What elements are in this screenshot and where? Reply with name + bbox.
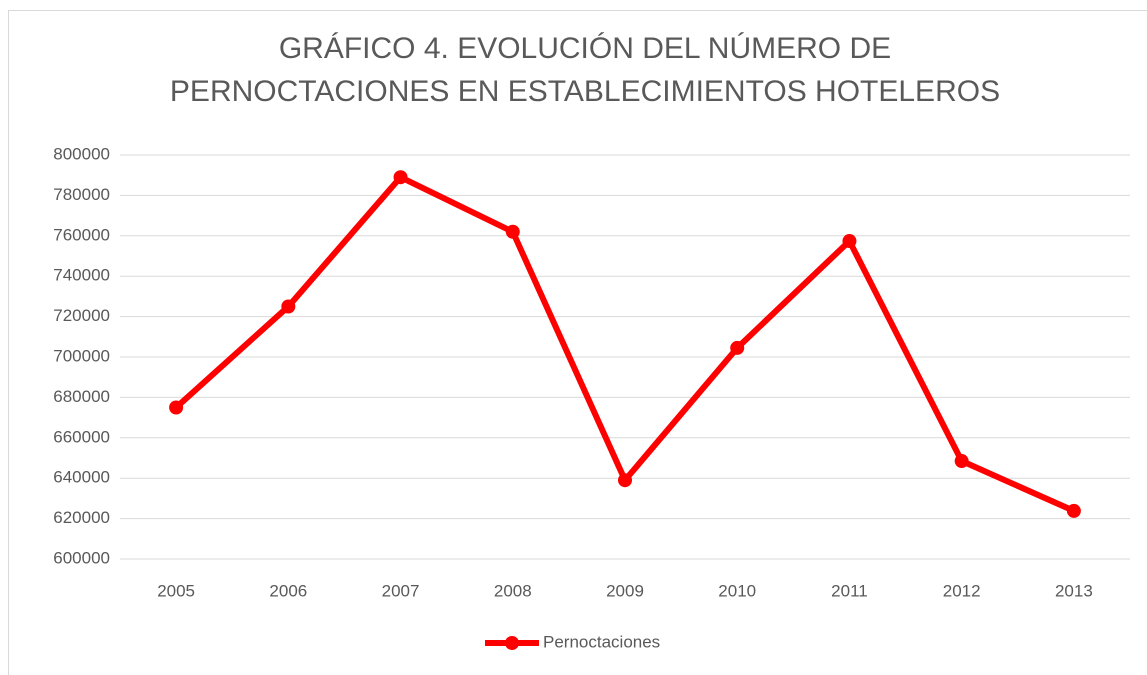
x-tick-label: 2013 bbox=[1055, 581, 1093, 600]
legend-swatch bbox=[505, 636, 519, 650]
point bbox=[505, 224, 520, 239]
x-tick-label: 2007 bbox=[382, 581, 420, 600]
chart-title: PERNOCTACIONES EN ESTABLECIMIENTOS HOTEL… bbox=[170, 75, 1000, 108]
point bbox=[393, 170, 408, 185]
y-tick-label: 700000 bbox=[53, 346, 110, 365]
x-tick-label: 2008 bbox=[494, 581, 532, 600]
y-tick-label: 720000 bbox=[53, 306, 110, 325]
point bbox=[1066, 503, 1081, 518]
y-tick-label: 800000 bbox=[53, 144, 110, 163]
y-tick-label: 600000 bbox=[53, 548, 110, 567]
y-tick-label: 760000 bbox=[53, 225, 110, 244]
point bbox=[281, 299, 296, 314]
y-tick-label: 680000 bbox=[53, 387, 110, 406]
x-tick-label: 2006 bbox=[269, 581, 307, 600]
point bbox=[618, 473, 632, 488]
chart-border bbox=[8, 10, 1147, 675]
y-tick-label: 620000 bbox=[53, 508, 110, 527]
x-tick-label: 2005 bbox=[157, 581, 195, 600]
y-tick-label: 780000 bbox=[53, 185, 110, 204]
point bbox=[730, 340, 745, 355]
x-tick-label: 2011 bbox=[831, 581, 868, 600]
chart-title: GRÁFICO 4. EVOLUCIÓN DEL NÚMERO DE bbox=[279, 32, 891, 65]
x-tick-label: 2009 bbox=[606, 581, 644, 600]
legend-label: Pernoctaciones bbox=[543, 632, 660, 651]
x-tick-label: 2010 bbox=[718, 581, 756, 600]
point bbox=[954, 454, 969, 469]
point bbox=[842, 234, 857, 249]
x-tick-label: 2012 bbox=[943, 581, 981, 600]
point bbox=[169, 400, 184, 415]
y-tick-label: 660000 bbox=[53, 427, 110, 446]
y-tick-label: 640000 bbox=[53, 468, 110, 487]
y-tick-label: 740000 bbox=[53, 266, 110, 285]
